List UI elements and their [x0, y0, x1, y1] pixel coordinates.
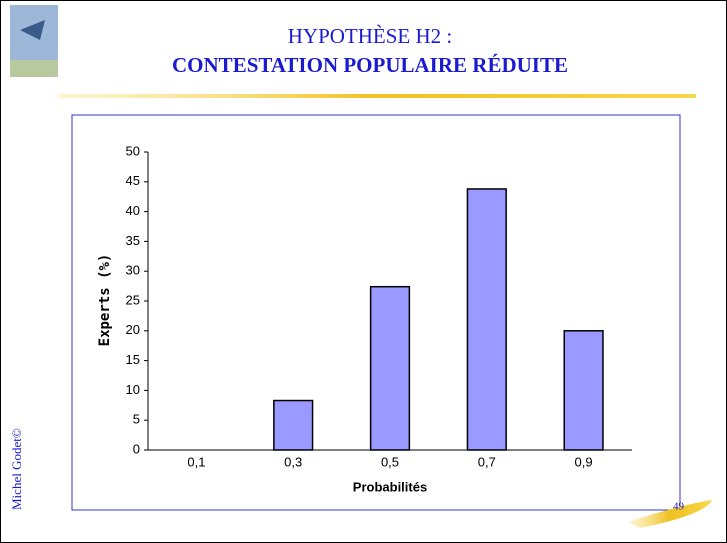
page-number: 49 — [673, 501, 685, 513]
logo — [10, 5, 58, 77]
y-tick-label: 50 — [126, 143, 140, 158]
swoosh — [628, 500, 712, 528]
title-line1: HYPOTHÈSE H2 : — [288, 24, 453, 48]
bar — [466, 188, 507, 451]
x-tick-label: 0,3 — [284, 454, 302, 469]
x-tick-label: 0,5 — [381, 454, 399, 469]
y-tick-label: 10 — [126, 382, 140, 397]
y-tick-label: 30 — [126, 263, 140, 278]
bar — [563, 330, 604, 451]
y-tick-label: 20 — [126, 322, 140, 337]
y-tick-label: 0 — [133, 441, 140, 456]
y-tick-label: 40 — [126, 203, 140, 218]
y-tick-label: 15 — [126, 352, 140, 367]
y-tick-label: 45 — [126, 173, 140, 188]
x-tick-label: 0,1 — [187, 454, 205, 469]
bar — [273, 399, 314, 451]
x-tick-label: 0,9 — [575, 454, 593, 469]
author: Michel Godet© — [9, 428, 24, 510]
y-axis-label: Experts (%) — [97, 254, 113, 347]
x-tick-label: 0,7 — [478, 454, 496, 469]
bar — [369, 285, 411, 451]
x-axis-label: Probabilités — [353, 479, 427, 494]
title-rule — [58, 94, 696, 98]
y-tick-label: 5 — [133, 412, 140, 427]
title-line2: CONTESTATION POPULAIRE RÉDUITE — [172, 53, 568, 77]
y-tick-label: 25 — [126, 292, 140, 307]
y-tick-label: 35 — [126, 233, 140, 248]
